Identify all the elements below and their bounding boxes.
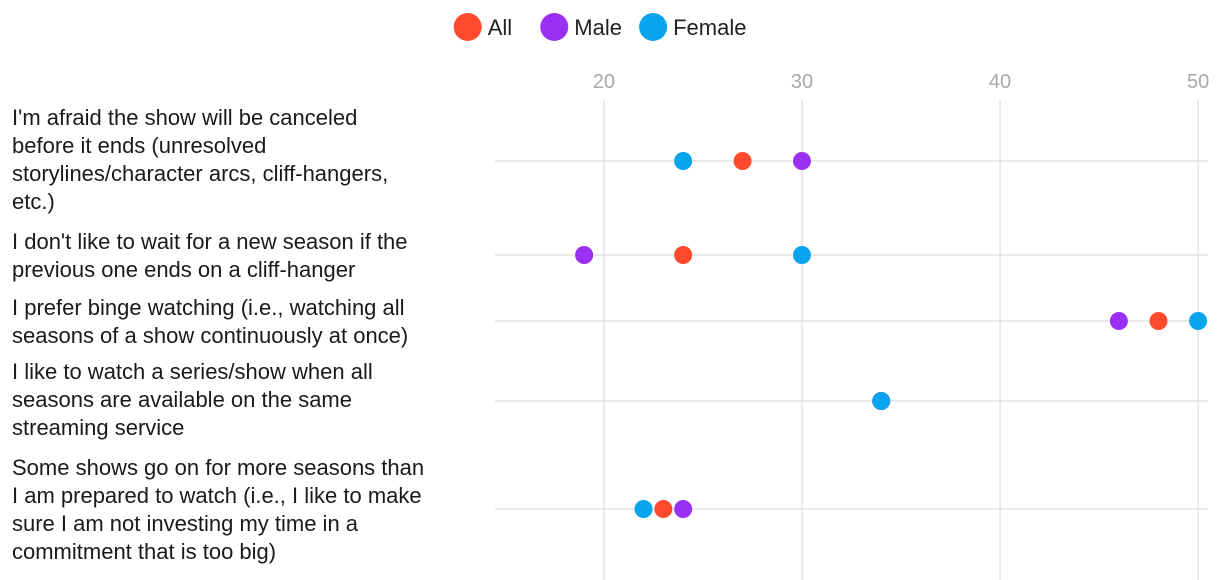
category-label-line: I am prepared to watch (i.e., I like to … [12,483,422,508]
category-rows [495,160,1208,510]
x-tick-label: 50 [1187,71,1209,93]
category-label-line: etc.) [12,189,55,214]
dot-male-row-0 [792,152,811,170]
grid [603,100,1199,580]
legend-label: All [488,15,512,40]
category-label-line: I like to watch a series/show when all [12,359,373,384]
dot-all-row-2 [1149,312,1168,330]
x-tick-label: 40 [989,71,1011,93]
legend-item-all: All [453,13,512,41]
dot-female-row-1 [792,246,811,264]
category-label-line: commitment that is too big) [12,539,276,564]
legend-swatch-female [639,13,668,41]
category-label-line: before it ends (unresolved [12,133,266,158]
category-label-line: I don't like to wait for a new season if… [12,229,408,254]
legend-label: Male [574,15,622,40]
category-label-line: streaming service [12,415,184,440]
legend-item-male: Male [540,13,622,41]
category-label-line: sure I am not investing my time in a [12,511,359,536]
legend: All Male Female [453,13,746,41]
legend-swatch-male [540,13,569,41]
category-label-line: I prefer binge watching (i.e., watching … [12,295,405,320]
category-label-line: storylines/character arcs, cliff-hangers… [12,161,388,186]
category-label-1: I don't like to wait for a new season if… [12,229,408,282]
dot-male-row-2 [1109,312,1128,330]
category-label-0: I'm afraid the show will be canceled befo… [12,105,388,214]
x-tick-label: 30 [791,71,813,93]
category-label-line: I'm afraid the show will be canceled [12,105,357,130]
category-label-line: seasons are available on the same [12,387,352,412]
x-tick-label: 20 [593,71,615,93]
legend-label: Female [673,15,746,40]
legend-swatch-all [453,13,482,41]
dot-all-row-4 [654,500,673,518]
dot-male-row-4 [674,500,693,518]
dot-female-row-2 [1189,312,1208,330]
dot-all-row-1 [674,246,693,264]
category-label-line: Some shows go on for more seasons than [12,455,424,480]
x-axis-ticks: 20 30 40 50 [593,71,1209,93]
category-label-3: I like to watch a series/show when all se… [12,359,373,440]
category-label-4: Some shows go on for more seasons than I … [12,455,424,564]
data-points [575,152,1208,518]
category-labels: I'm afraid the show will be canceled befo… [12,105,424,564]
legend-item-female: Female [639,13,746,41]
dot-female-row-0 [674,152,693,170]
dot-female-row-4 [634,500,653,518]
dot-female-row-3 [872,392,891,410]
dot-all-row-0 [733,152,752,170]
dot-male-row-1 [575,246,594,264]
category-label-2: I prefer binge watching (i.e., watching … [12,295,408,348]
category-label-line: previous one ends on a cliff-hanger [12,257,355,282]
category-label-line: seasons of a show continuously at once) [12,323,408,348]
